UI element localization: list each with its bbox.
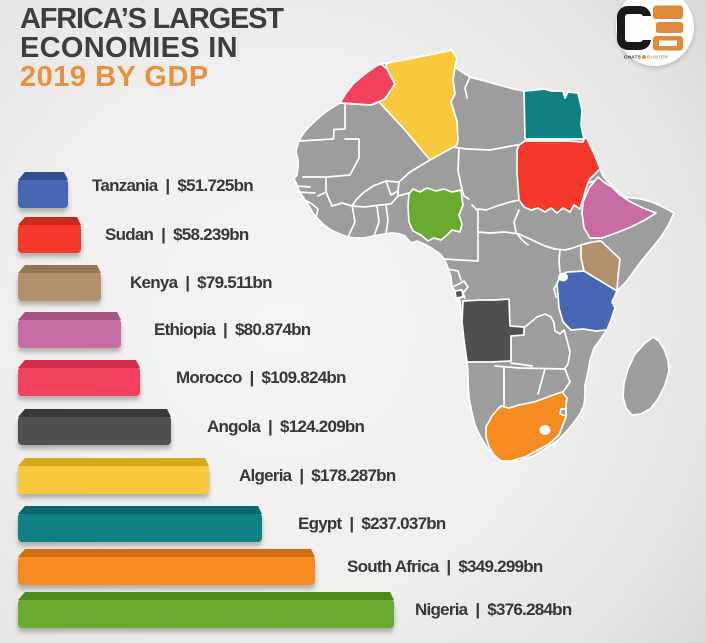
svg-text:CHATS: CHATS: [624, 55, 642, 61]
svg-text:BANTER: BANTER: [647, 55, 669, 61]
